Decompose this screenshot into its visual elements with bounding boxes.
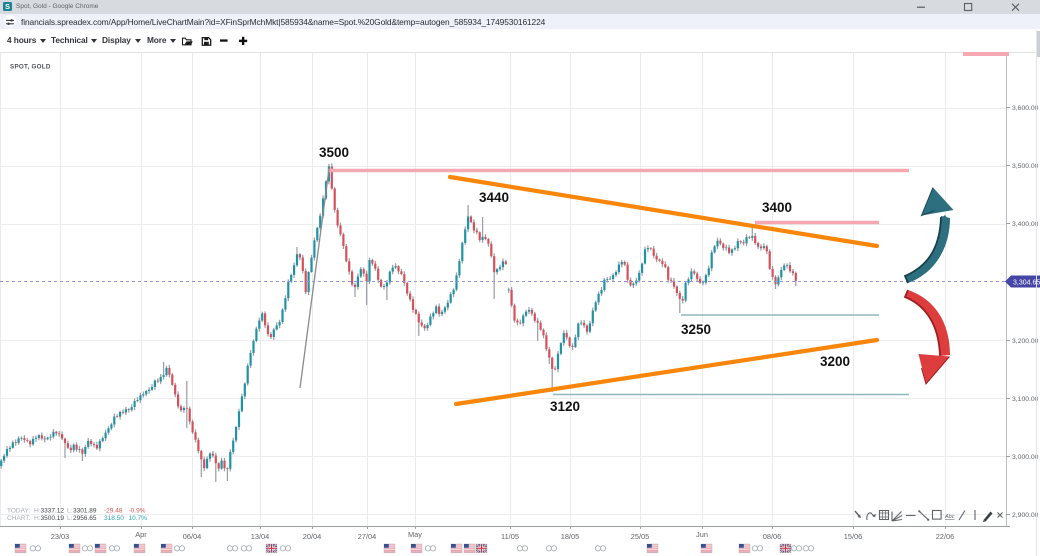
- svg-text:TODAY:: TODAY:: [7, 508, 30, 515]
- svg-text:H:: H:: [34, 515, 41, 522]
- svg-text:Jun: Jun: [696, 530, 708, 539]
- svg-text:3,400.00: 3,400.00: [1012, 221, 1039, 228]
- svg-text:20/04: 20/04: [303, 532, 322, 541]
- svg-text:08/06: 08/06: [763, 532, 782, 541]
- svg-text:L:: L:: [67, 515, 73, 522]
- svg-text:3,600.00: 3,600.00: [1012, 105, 1039, 112]
- svg-text:May: May: [408, 530, 422, 539]
- svg-text:-0.9%: -0.9%: [129, 508, 146, 515]
- svg-text:2956.65: 2956.65: [73, 515, 97, 522]
- svg-text:3120: 3120: [550, 399, 580, 414]
- svg-text:3250: 3250: [681, 322, 711, 337]
- svg-text:3337.12: 3337.12: [41, 508, 65, 515]
- svg-text:-29.48: -29.48: [104, 508, 123, 515]
- svg-text:3,200.00: 3,200.00: [1012, 338, 1039, 345]
- svg-text:15/06: 15/06: [844, 532, 863, 541]
- svg-text:25/05: 25/05: [631, 532, 650, 541]
- svg-text:11/05: 11/05: [501, 532, 519, 541]
- svg-text:3,100.00: 3,100.00: [1012, 396, 1039, 403]
- svg-text:3,304.65: 3,304.65: [1013, 280, 1040, 287]
- svg-text:27/04: 27/04: [358, 532, 377, 541]
- svg-text:3500: 3500: [319, 145, 349, 160]
- svg-text:3440: 3440: [479, 190, 509, 205]
- svg-text:L:: L:: [67, 508, 73, 515]
- svg-text:18/05: 18/05: [561, 532, 580, 541]
- svg-text:10.7%: 10.7%: [129, 515, 148, 522]
- svg-text:CHART:: CHART:: [7, 515, 31, 522]
- svg-text:06/04: 06/04: [183, 532, 202, 541]
- svg-text:H:: H:: [34, 508, 41, 515]
- svg-text:3500.19: 3500.19: [41, 515, 65, 522]
- svg-text:3301.89: 3301.89: [73, 508, 97, 515]
- svg-text:2,900.00: 2,900.00: [1012, 512, 1039, 519]
- svg-text:3,500.00: 3,500.00: [1012, 163, 1039, 170]
- svg-text:22/06: 22/06: [936, 532, 955, 541]
- svg-text:3,000.00: 3,000.00: [1012, 454, 1039, 461]
- svg-text:13/04: 13/04: [251, 532, 270, 541]
- svg-text:Apr: Apr: [135, 530, 147, 539]
- svg-text:Abc: Abc: [944, 514, 955, 520]
- svg-text:3400: 3400: [762, 200, 792, 215]
- svg-text:SPOT, GOLD: SPOT, GOLD: [10, 64, 51, 71]
- svg-text:3200: 3200: [820, 354, 850, 369]
- svg-text:23/03: 23/03: [51, 532, 70, 541]
- svg-text:318.50: 318.50: [104, 515, 124, 522]
